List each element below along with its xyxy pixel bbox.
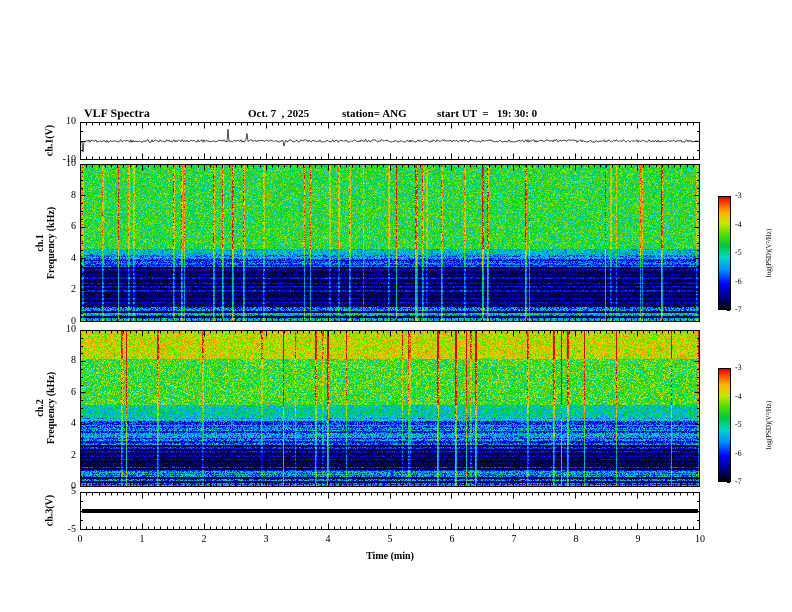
station-label: station= ANG	[342, 108, 407, 120]
colorbar-tick-label: -3	[735, 363, 742, 372]
ch2spec-ytick-label: 10	[66, 324, 76, 335]
colorbar-ch1-label: log(PSD)(V²/Hz)	[765, 228, 773, 278]
x-tick-label: 0	[77, 534, 83, 545]
ch1-spectrogram-plot	[80, 164, 700, 322]
ch1-waveform-plot	[80, 122, 700, 160]
colorbar-ch2-label: log(PSD)(V²/Hz)	[765, 400, 773, 450]
ch1spec-ytick-label: 2	[71, 284, 76, 296]
x-tick-label: 3	[263, 534, 269, 545]
start-ut-label: start UT = 19: 30: 0	[437, 108, 538, 120]
ch1v-ytick-label: -10	[62, 154, 76, 165]
colorbar-tick-label: -6	[735, 276, 742, 286]
ch3v-ytick-label: -5	[67, 524, 76, 535]
x-tick-label: 10	[695, 534, 705, 545]
colorbar-ch1	[718, 196, 731, 310]
ch1spec-ytick-label: 10	[66, 158, 76, 169]
ch3-waveform-plot	[80, 492, 700, 530]
date-label: Oct. 7 , 2025	[248, 108, 310, 120]
x-tick-label: 5	[387, 534, 393, 545]
colorbar-tick-label: -5	[735, 248, 742, 257]
ch1spec-ytick-label: 8	[71, 189, 76, 201]
x-tick-label: 4	[325, 534, 331, 545]
colorbar-tick-label: -7	[735, 305, 742, 314]
ch1spec-ytick-label: 4	[71, 252, 76, 264]
x-tick-label: 2	[201, 534, 207, 545]
colorbar-tick-label: -5	[735, 420, 742, 429]
colorbar-tick-label: -7	[735, 477, 742, 486]
ch1v-ytick-label: 10	[66, 116, 76, 127]
ch3v-ytick-label: 5	[71, 486, 76, 497]
x-tick-label: 6	[449, 534, 455, 545]
x-axis-label: Time (min)	[366, 551, 414, 562]
x-tick-label: 7	[511, 534, 517, 545]
ch1spec-ytick-label: 0	[71, 316, 76, 327]
colorbar-ch2	[718, 368, 731, 482]
ch2spec-ytick-label: 8	[71, 355, 76, 367]
colorbar-tick-label: -3	[735, 191, 742, 200]
colorbar-tick-mark	[727, 310, 730, 311]
x-tick-label: 8	[573, 534, 579, 545]
colorbar-tick-label: -4	[735, 391, 742, 401]
x-tick-label: 9	[635, 534, 641, 545]
ch2spec-ytick-label: 4	[71, 418, 76, 430]
figure-title: VLF Spectra	[84, 106, 150, 120]
ch2-spectrogram-plot	[80, 330, 700, 487]
ch2spec-ytick-label: 6	[71, 386, 76, 398]
ch1spec-ytick-label: 6	[71, 221, 76, 233]
ch2spec-ytick-label: 0	[71, 481, 76, 492]
ch2spec-ytick-label: 2	[71, 449, 76, 461]
colorbar-tick-mark	[727, 482, 730, 483]
colorbar-tick-label: -6	[735, 448, 742, 458]
colorbar-tick-label: -4	[735, 219, 742, 229]
x-tick-label: 1	[139, 534, 145, 545]
